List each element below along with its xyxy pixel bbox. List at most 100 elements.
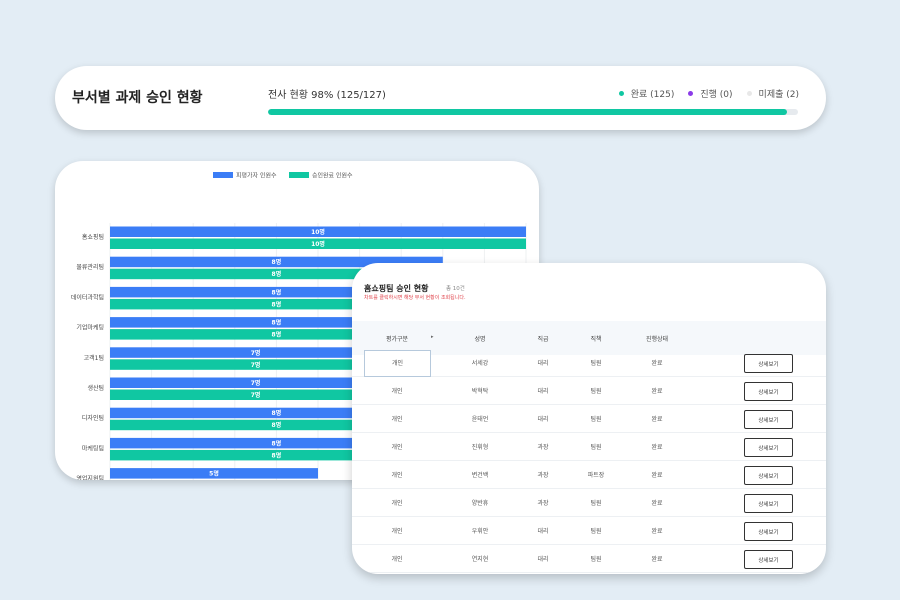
detail-button[interactable]: 상세보기 xyxy=(744,550,793,569)
cell-name: 우휘안 xyxy=(471,528,489,535)
bar-value-label: 7명 xyxy=(251,349,261,357)
cell-status: 완료 xyxy=(651,500,663,507)
cell-name: 변건백 xyxy=(471,472,489,479)
bar-approved[interactable] xyxy=(110,419,443,431)
bar-value-label: 8명 xyxy=(272,439,282,447)
cell-rank: 대리 xyxy=(537,360,549,367)
cell-status: 완료 xyxy=(651,472,663,479)
header-name: 성명 xyxy=(474,336,486,343)
sort-arrow-icon[interactable]: ▸ xyxy=(431,334,434,340)
bar-evaluatee[interactable] xyxy=(110,377,402,389)
bar-approved[interactable] xyxy=(110,449,443,461)
table-row: 개인 양반휴 과장 팀원 완료 상세보기 xyxy=(352,489,826,517)
cell-eval-type: 개인 xyxy=(391,500,403,507)
in-progress-dot-icon xyxy=(688,91,694,96)
header-rank: 직급 xyxy=(537,336,549,343)
cell-eval-type: 개인 xyxy=(391,444,403,451)
legend-in-progress: 진행 (0) xyxy=(688,87,733,100)
company-progress-fill xyxy=(268,109,788,115)
table-row: 개인 우휘안 대리 팀원 완료 상세보기 xyxy=(352,517,826,545)
bar-value-label: 8명 xyxy=(272,421,282,429)
detail-button[interactable]: 상세보기 xyxy=(744,410,793,429)
bar-approved[interactable] xyxy=(110,389,402,401)
bar-value-label: 8명 xyxy=(272,300,282,308)
bar-value-label: 10명 xyxy=(311,240,325,248)
cell-eval-type: 개인 xyxy=(391,556,403,563)
cell-name: 박혁탁 xyxy=(471,388,489,395)
cell-name: 양반휴 xyxy=(471,500,489,507)
table-row: 개인 연지현 대리 팀원 완료 상세보기 xyxy=(352,545,826,573)
cell-name: 서세강 xyxy=(471,360,489,367)
category-label: 홈쇼핑팀 xyxy=(82,233,104,241)
bar-approved[interactable] xyxy=(110,268,443,280)
bar-approved[interactable] xyxy=(110,329,443,340)
category-label: 기업마케팅 xyxy=(76,324,104,332)
cell-status: 완료 xyxy=(651,528,663,535)
cell-rank: 과장 xyxy=(537,444,549,451)
bar-evaluatee[interactable] xyxy=(110,468,318,479)
cell-name: 윤태언 xyxy=(471,416,489,423)
bar-evaluatee[interactable] xyxy=(110,347,402,358)
cell-position: 팀원 xyxy=(590,360,602,367)
bar-value-label: 7명 xyxy=(251,379,261,387)
category-label: 디자인팀 xyxy=(82,414,104,422)
table-row: 개인 박혁탁 대리 팀원 완료 상세보기 xyxy=(352,377,826,405)
detail-button[interactable]: 상세보기 xyxy=(744,354,793,373)
bar-value-label: 5명 xyxy=(209,470,219,478)
header-status: 진행상태 xyxy=(645,336,669,343)
legend-complete: 완료 (125) xyxy=(618,87,674,100)
bar-evaluatee[interactable] xyxy=(110,226,526,238)
table-row: 개인 진휘형 과장 팀원 완료 상세보기 xyxy=(352,433,826,461)
cell-eval-type: 개인 xyxy=(391,416,403,423)
bar-evaluatee[interactable] xyxy=(110,286,443,298)
approval-table-card: 홈쇼핑팀 승인 현황 총 10건 차트를 클릭하시면 해당 부서 현황이 조회됩… xyxy=(352,263,826,574)
detail-button[interactable]: 상세보기 xyxy=(744,438,793,457)
legend-label: 피평가자 인원수 xyxy=(236,172,277,180)
detail-button[interactable]: 상세보기 xyxy=(744,382,793,401)
legend-label: 승인완료 인원수 xyxy=(312,172,353,180)
category-label: 고객1팀 xyxy=(84,354,104,362)
header-eval-type[interactable]: 평가구분 xyxy=(385,336,409,343)
bar-value-label: 8명 xyxy=(272,319,282,327)
cell-rank: 과장 xyxy=(537,472,549,479)
status-legend: 완료 (125) 진행 (0) 미제출 (2) xyxy=(618,87,799,100)
category-label: 영업지원팀 xyxy=(76,475,104,480)
bar-evaluatee[interactable] xyxy=(110,317,443,328)
bar-evaluatee[interactable] xyxy=(110,407,443,419)
cell-eval-type: 개인 xyxy=(364,350,431,377)
table-row: 개인 서세강 대리 팀원 완료 상세보기 xyxy=(352,349,826,377)
detail-button[interactable]: 상세보기 xyxy=(744,494,793,513)
category-label: 데이터과학팀 xyxy=(71,293,104,301)
table-row: 개인 변건백 과장 파트장 완료 상세보기 xyxy=(352,461,826,489)
cell-status: 완료 xyxy=(651,556,663,563)
bar-approved[interactable] xyxy=(110,359,402,370)
cell-position: 팀원 xyxy=(590,500,602,507)
cell-rank: 대리 xyxy=(537,388,549,395)
bar-approved[interactable] xyxy=(110,238,526,250)
complete-dot-icon xyxy=(618,91,624,96)
table-title: 홈쇼핑팀 승인 현황 xyxy=(364,284,429,293)
bar-value-label: 8명 xyxy=(272,409,282,417)
bar-value-label: 7명 xyxy=(251,361,261,369)
cell-position: 팀원 xyxy=(590,556,602,563)
bar-approved[interactable] xyxy=(110,298,443,310)
bar-value-label: 8명 xyxy=(272,288,282,296)
cell-status: 완료 xyxy=(651,444,663,451)
category-label: 생산팀 xyxy=(87,384,104,392)
bar-value-label: 7명 xyxy=(251,391,261,399)
bar-evaluatee[interactable] xyxy=(110,437,443,449)
cell-status: 완료 xyxy=(651,360,663,367)
category-label: 마케팅팀 xyxy=(82,444,104,452)
cell-position: 파트장 xyxy=(587,472,605,479)
table-note: 차트를 클릭하시면 해당 부서 현황이 조회됩니다. xyxy=(364,295,466,301)
header-position: 직책 xyxy=(590,336,602,343)
cell-eval-type: 개인 xyxy=(391,472,403,479)
legend-not-submitted: 미제출 (2) xyxy=(746,87,799,100)
bar-evaluatee[interactable] xyxy=(110,256,443,268)
detail-button[interactable]: 상세보기 xyxy=(744,522,793,541)
cell-name: 연지현 xyxy=(471,556,489,563)
summary-card: 부서별 과제 승인 현황 전사 현황 98% (125/127) 완료 (125… xyxy=(55,66,826,130)
cell-position: 팀원 xyxy=(590,444,602,451)
legend-swatch xyxy=(289,172,309,178)
detail-button[interactable]: 상세보기 xyxy=(744,466,793,485)
